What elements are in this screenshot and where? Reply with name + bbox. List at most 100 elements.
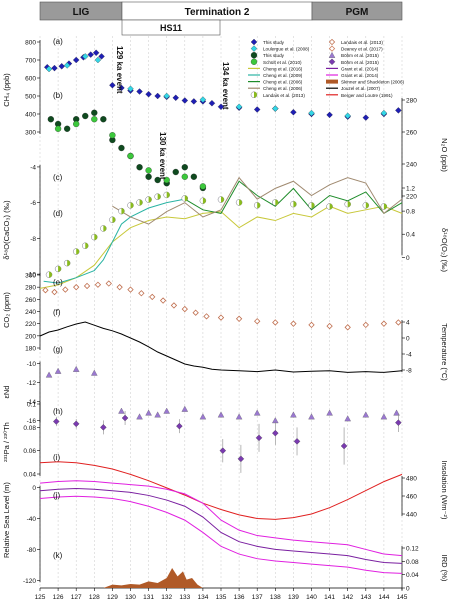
legend-label: Grant et al. (2014) xyxy=(341,73,379,78)
x-tick-label: 145 xyxy=(397,594,408,600)
a-axis-tick-label: 800 xyxy=(25,40,36,47)
data-point-fill xyxy=(311,202,315,209)
data-point xyxy=(199,183,207,190)
data-point xyxy=(87,51,94,58)
data-point xyxy=(136,413,143,420)
data-point-fill xyxy=(347,201,351,208)
legend-label: Jouzel et al. (2007) xyxy=(341,86,381,91)
data-point xyxy=(127,85,134,93)
k-axis-tick-label: 0.04 xyxy=(406,572,419,579)
series-line xyxy=(112,176,403,225)
b-axis-tick-label: 260 xyxy=(406,130,417,137)
data-point-fill xyxy=(239,199,243,206)
d18o-o2-axis-title: δ¹⁸O(O₂) (‰) xyxy=(440,228,449,272)
data-point xyxy=(254,318,261,325)
data-point xyxy=(344,324,351,331)
data-point xyxy=(127,152,134,160)
k-axis-tick-label: 0 xyxy=(406,586,410,593)
a-axis-tick-label: 600 xyxy=(25,76,36,83)
data-point-fill xyxy=(275,199,279,206)
data-point-fill xyxy=(166,191,170,198)
d18o-calcite-tick-label: -10 xyxy=(27,272,37,279)
data-point xyxy=(54,367,62,374)
legend-label: This study xyxy=(263,53,285,58)
e-axis-tick-label: 280 xyxy=(25,285,36,292)
f-axis-tick-label: -4 xyxy=(406,352,412,359)
data-point xyxy=(72,365,80,372)
data-point xyxy=(272,319,279,326)
data-point xyxy=(145,173,152,180)
data-point xyxy=(118,407,125,414)
event-134-label: 134 ka event xyxy=(221,62,230,110)
data-point xyxy=(54,125,62,132)
data-point xyxy=(45,371,53,378)
data-point xyxy=(159,297,167,304)
panel-letter: (j) xyxy=(53,491,60,500)
data-point xyxy=(91,369,98,376)
j-axis-tick-label: -120 xyxy=(23,578,36,585)
data-point xyxy=(208,99,216,107)
data-point-fill xyxy=(139,199,143,206)
data-point xyxy=(64,125,71,132)
data-point xyxy=(42,287,49,294)
data-point xyxy=(380,413,388,420)
k-axis-tick-label: 0.08 xyxy=(406,559,419,566)
x-tick-label: 142 xyxy=(342,594,353,600)
d18o-calcite-tick-label: -4 xyxy=(30,164,36,171)
end-axis-title: εNd xyxy=(2,386,11,399)
data-point xyxy=(163,92,170,100)
d18o-calcite-tick-label: -6 xyxy=(30,200,36,207)
data-point-fill xyxy=(202,197,206,204)
data-point-fill xyxy=(157,193,161,200)
data-point xyxy=(109,81,116,89)
x-tick-label: 141 xyxy=(324,594,335,600)
legend-swatch xyxy=(250,58,258,65)
data-point xyxy=(116,284,123,291)
data-point xyxy=(190,173,198,180)
data-point xyxy=(395,419,402,426)
x-tick-label: 140 xyxy=(306,594,317,600)
data-point xyxy=(217,314,225,321)
panel-letter: (g) xyxy=(53,345,63,354)
data-point xyxy=(45,65,53,73)
legend-label: Landais et al. (2013) xyxy=(341,40,383,45)
legend-label: Böhm et al. (2015) xyxy=(341,53,379,58)
ch4-axis-title: CH₄ (ppb) xyxy=(2,73,11,107)
labels: (a) (b) (c) (d) (e) (f) (g) (h) (i) (j) (k) xyxy=(53,37,63,560)
e-axis-tick-label: 180 xyxy=(25,346,36,353)
data-point xyxy=(192,309,199,316)
data-point xyxy=(100,424,107,431)
termination-label: Termination 2 xyxy=(185,7,250,18)
data-point-fill xyxy=(293,201,297,208)
data-point xyxy=(51,64,58,72)
panel-letter: (k) xyxy=(53,551,63,560)
panel-letter: (d) xyxy=(53,209,63,218)
legend-label: Cheng et al. (2006) xyxy=(263,86,303,91)
e-axis-tick-label: 240 xyxy=(25,309,36,316)
ird-axis-title: IRD (%) xyxy=(440,555,449,582)
e-axis-tick-label: 260 xyxy=(25,297,36,304)
panel-letter: (i) xyxy=(53,453,60,462)
series-line xyxy=(39,205,403,289)
data-point xyxy=(163,407,170,414)
data-point xyxy=(154,92,161,100)
x-tick-label: 144 xyxy=(378,594,389,600)
legend-swatch xyxy=(328,58,336,66)
panel-letter: (f) xyxy=(53,308,61,317)
a-axis-tick-label: 400 xyxy=(25,112,36,119)
data-point-fill xyxy=(49,271,53,278)
x-tick-label: 135 xyxy=(216,594,227,600)
data-point xyxy=(163,176,170,184)
data-point xyxy=(145,409,152,416)
sea-level-axis-title: Relative Sea Level (m) xyxy=(2,482,11,558)
data-point xyxy=(344,415,351,422)
a-axis-tick-label: 700 xyxy=(25,58,36,65)
legend-label: Cheng et al. (2016) xyxy=(263,66,303,71)
data-point xyxy=(290,320,297,327)
data-point xyxy=(118,84,125,92)
insolation-axis-title: Insolation (Wm⁻²) xyxy=(440,461,449,520)
x-tick-label: 127 xyxy=(71,594,82,600)
data-point xyxy=(344,112,351,120)
data-point xyxy=(91,116,98,123)
legend-label: Skinner and Shackleton (2006) xyxy=(341,80,405,85)
